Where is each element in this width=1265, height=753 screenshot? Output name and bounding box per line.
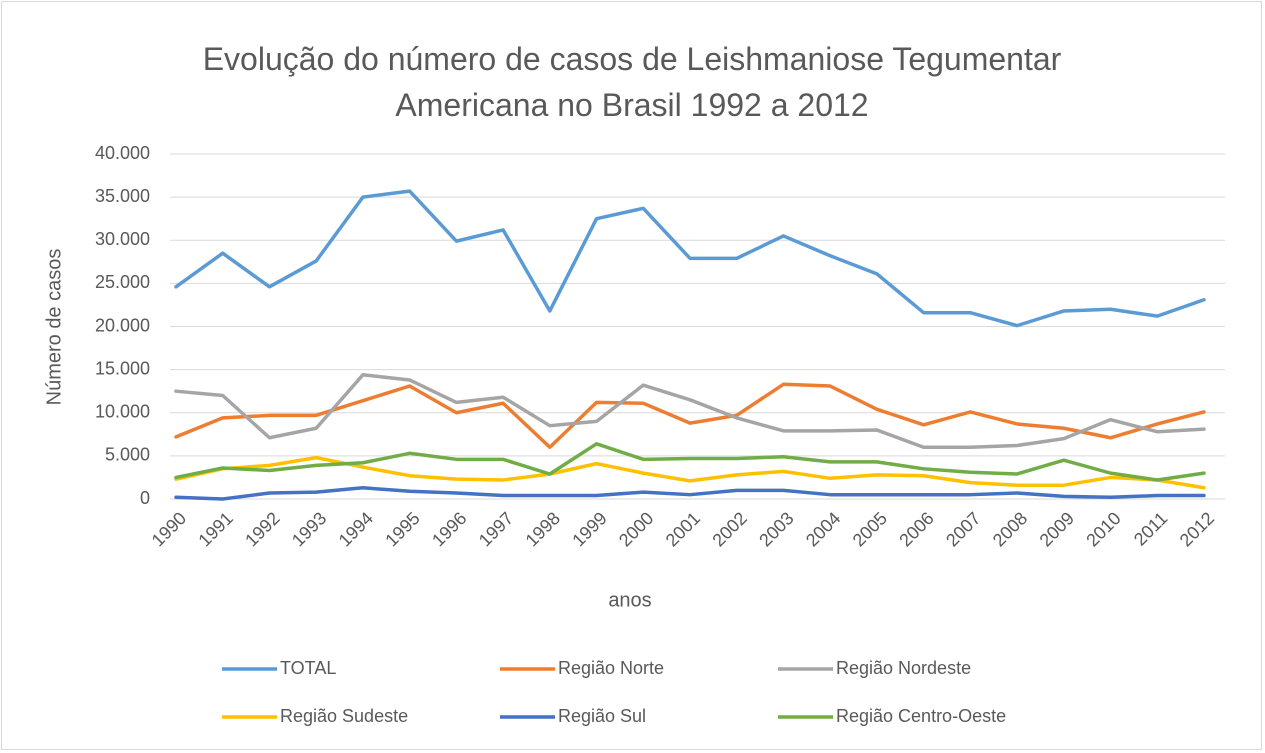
legend-label: Região Nordeste bbox=[836, 658, 971, 678]
x-tick-label: 2010 bbox=[1082, 508, 1124, 550]
legend-label: Região Norte bbox=[558, 658, 664, 678]
y-tick-label: 5.000 bbox=[105, 445, 150, 465]
series-line bbox=[174, 189, 1206, 328]
series-line bbox=[174, 455, 1206, 490]
x-tick-label: 1997 bbox=[475, 508, 517, 550]
x-tick-label: 1992 bbox=[241, 508, 283, 550]
y-tick-label: 35.000 bbox=[95, 186, 150, 206]
y-tick-label: 20.000 bbox=[95, 315, 150, 335]
x-tick-label: 2000 bbox=[615, 508, 657, 550]
y-tick-label: 15.000 bbox=[95, 358, 150, 378]
x-tick-label: 2012 bbox=[1176, 508, 1218, 550]
chart-title: Evolução do número de casos de Leishmani… bbox=[202, 41, 1062, 123]
x-tick-label: 2009 bbox=[1036, 508, 1078, 550]
x-tick-label: 1998 bbox=[522, 508, 564, 550]
x-tick-label: 1999 bbox=[568, 508, 610, 550]
x-tick-label: 1990 bbox=[148, 508, 190, 550]
series-line bbox=[174, 486, 1206, 501]
x-tick-label: 1993 bbox=[288, 508, 330, 550]
series-line bbox=[174, 442, 1206, 482]
x-tick-label: 2005 bbox=[849, 508, 891, 550]
legend-label: Região Centro-Oeste bbox=[836, 706, 1006, 726]
x-tick-label: 2003 bbox=[755, 508, 797, 550]
y-tick-label: 25.000 bbox=[95, 272, 150, 292]
y-axis-label: Número de casos bbox=[43, 249, 65, 406]
legend-label: Região Sudeste bbox=[280, 706, 408, 726]
x-tick-label: 1991 bbox=[194, 508, 236, 550]
x-tick-label: 2011 bbox=[1130, 508, 1172, 550]
x-tick-label: 2001 bbox=[662, 508, 704, 550]
x-axis-label: anos bbox=[608, 589, 651, 611]
x-tick-label: 2002 bbox=[708, 508, 750, 550]
x-tick-label: 2008 bbox=[989, 508, 1031, 550]
series-line bbox=[174, 373, 1206, 449]
x-tick-label: 1994 bbox=[335, 508, 377, 550]
series-line bbox=[174, 382, 1206, 449]
y-tick-label: 10.000 bbox=[95, 402, 150, 422]
y-tick-label: 0 bbox=[140, 488, 150, 508]
x-tick-label: 2004 bbox=[802, 508, 844, 550]
y-tick-label: 40.000 bbox=[95, 143, 150, 163]
x-tick-label: 2006 bbox=[895, 508, 937, 550]
x-tick-label: 1995 bbox=[381, 508, 423, 550]
x-tick-label: 1996 bbox=[428, 508, 470, 550]
legend-label: TOTAL bbox=[280, 658, 336, 678]
y-tick-label: 30.000 bbox=[95, 229, 150, 249]
x-tick-label: 2007 bbox=[942, 508, 984, 550]
legend-label: Região Sul bbox=[558, 706, 646, 726]
